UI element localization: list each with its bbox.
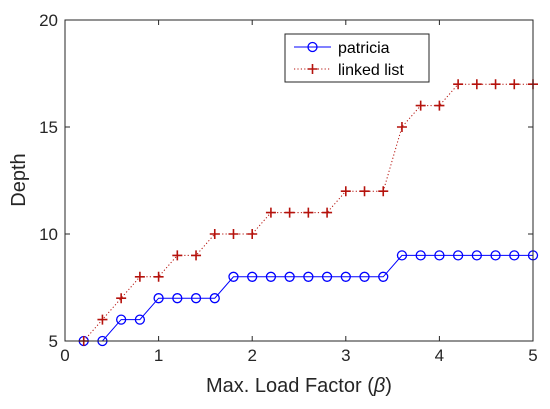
data-point-linked-list — [191, 250, 202, 261]
data-point-patricia — [378, 271, 389, 282]
data-point-patricia — [321, 271, 333, 282]
data-point-patricia — [340, 271, 351, 282]
data-point-linked-list — [359, 186, 370, 197]
series-line-patricia — [83, 254, 533, 342]
data-point-patricia — [247, 271, 258, 282]
x-tick-label: 3 — [341, 346, 350, 365]
legend-marker-linked-list — [307, 64, 318, 74]
data-point-linked-list — [490, 79, 501, 90]
y-tick-label: 20 — [39, 11, 58, 30]
data-point-patricia — [265, 271, 277, 282]
data-point-patricia — [359, 271, 370, 282]
data-point-linked-list — [322, 207, 333, 218]
x-tick-label: 5 — [528, 346, 537, 365]
data-point-linked-list — [340, 186, 351, 197]
series-layer — [78, 79, 539, 347]
data-point-patricia — [434, 250, 445, 261]
data-point-patricia — [471, 250, 482, 261]
x-axis-label-suffix: ) — [385, 375, 392, 397]
data-point-linked-list — [378, 186, 389, 197]
x-axis-label-prefix: Max. Load Factor ( — [206, 375, 374, 397]
x-tick-label: 0 — [60, 346, 69, 365]
data-point-patricia — [209, 293, 220, 304]
data-point-patricia — [284, 271, 295, 282]
data-point-linked-list — [134, 271, 145, 282]
data-point-linked-list — [265, 207, 276, 218]
data-point-patricia — [303, 271, 314, 282]
data-point-linked-list — [228, 229, 239, 239]
data-point-linked-list — [97, 314, 108, 325]
data-point-patricia — [509, 250, 520, 261]
data-point-patricia — [452, 250, 464, 261]
data-point-linked-list — [247, 229, 258, 239]
y-tick-label: 15 — [39, 118, 58, 137]
data-point-linked-list — [434, 100, 445, 111]
axis-layer: 0 1 2 3 4 5 5 10 15 20 — [39, 11, 538, 365]
data-point-linked-list — [153, 271, 164, 282]
data-point-patricia — [172, 293, 183, 304]
data-point-linked-list — [172, 250, 183, 261]
data-point-linked-list — [415, 100, 426, 111]
data-point-linked-list — [453, 79, 464, 90]
y-tick-label: 10 — [39, 225, 58, 244]
x-axis-label: Max. Load Factor (β) — [206, 375, 392, 397]
data-point-patricia — [396, 250, 408, 261]
legend: patricia linked list — [284, 33, 430, 83]
data-point-linked-list — [396, 122, 407, 132]
data-point-patricia — [490, 250, 501, 261]
data-point-linked-list — [509, 79, 520, 90]
data-point-linked-list — [284, 207, 295, 218]
data-point-patricia — [415, 250, 426, 261]
plot-frame — [64, 19, 534, 342]
legend-marker-patricia — [307, 41, 318, 53]
data-point-linked-list — [209, 229, 220, 239]
y-tick-label: 5 — [49, 332, 58, 351]
data-point-patricia — [228, 271, 239, 282]
legend-box — [284, 33, 430, 83]
data-point-linked-list — [303, 207, 314, 218]
x-axis-label-symbol: β — [373, 375, 385, 397]
data-point-patricia — [116, 314, 127, 325]
data-point-patricia — [153, 293, 164, 304]
data-point-patricia — [190, 293, 202, 304]
data-point-patricia — [134, 314, 146, 325]
data-point-linked-list — [471, 79, 482, 90]
legend-label-patricia: patricia — [338, 40, 390, 57]
x-tick-label: 1 — [154, 346, 163, 365]
data-point-linked-list — [116, 293, 127, 304]
x-tick-label: 4 — [435, 346, 444, 365]
y-axis-label: Depth — [8, 153, 30, 206]
legend-label-linked-list: linked list — [338, 62, 404, 79]
x-tick-label: 2 — [247, 346, 256, 365]
